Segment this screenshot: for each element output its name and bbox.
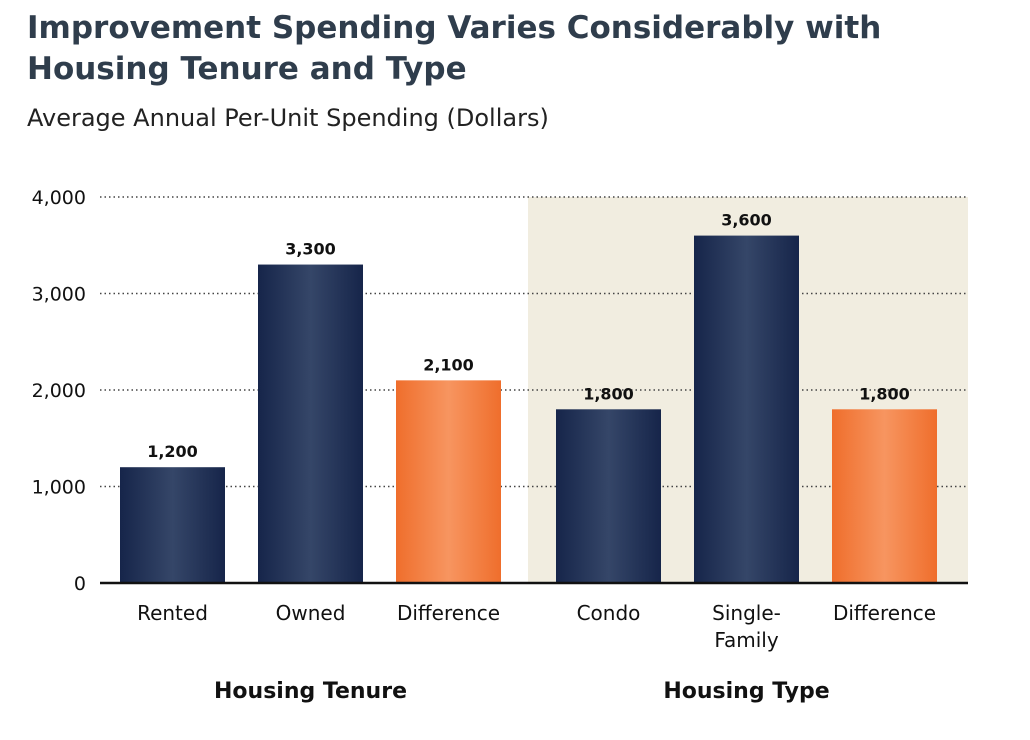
y-tick-label-2: 2,000 — [32, 380, 86, 402]
category-label-0-0: Rented — [137, 601, 208, 625]
bar-0-0 — [120, 467, 225, 583]
y-tick-label-4: 4,000 — [32, 187, 86, 209]
data-label-0-2: 2,100 — [423, 355, 474, 374]
bar-1-0 — [556, 409, 661, 583]
data-label-0-0: 1,200 — [147, 442, 198, 461]
category-label-1-0: Condo — [577, 601, 641, 625]
bar-1-2 — [832, 409, 937, 583]
category-label-0-2: Difference — [397, 601, 500, 625]
category-label-0-1: Owned — [276, 601, 346, 625]
bar-0-2 — [396, 380, 501, 583]
group-label-0: Housing Tenure — [214, 679, 407, 704]
data-label-1-1: 3,600 — [721, 211, 772, 230]
chart-subtitle: Average Annual Per-Unit Spending (Dollar… — [27, 104, 549, 132]
y-tick-label-3: 3,000 — [32, 284, 86, 306]
bar-1-1 — [694, 235, 799, 583]
data-label-1-0: 1,800 — [583, 384, 634, 403]
category-label-1-1: Single-Family — [712, 601, 781, 652]
y-tick-label-1: 1,000 — [32, 477, 86, 499]
category-label-1-2: Difference — [833, 601, 936, 625]
data-label-1-2: 1,800 — [859, 384, 910, 403]
bar-0-1 — [258, 264, 363, 583]
data-label-0-1: 3,300 — [285, 240, 336, 259]
chart-title: Improvement Spending Varies Considerably… — [27, 10, 882, 87]
group-label-1: Housing Type — [663, 679, 829, 704]
y-tick-label-0: 0 — [74, 573, 86, 595]
